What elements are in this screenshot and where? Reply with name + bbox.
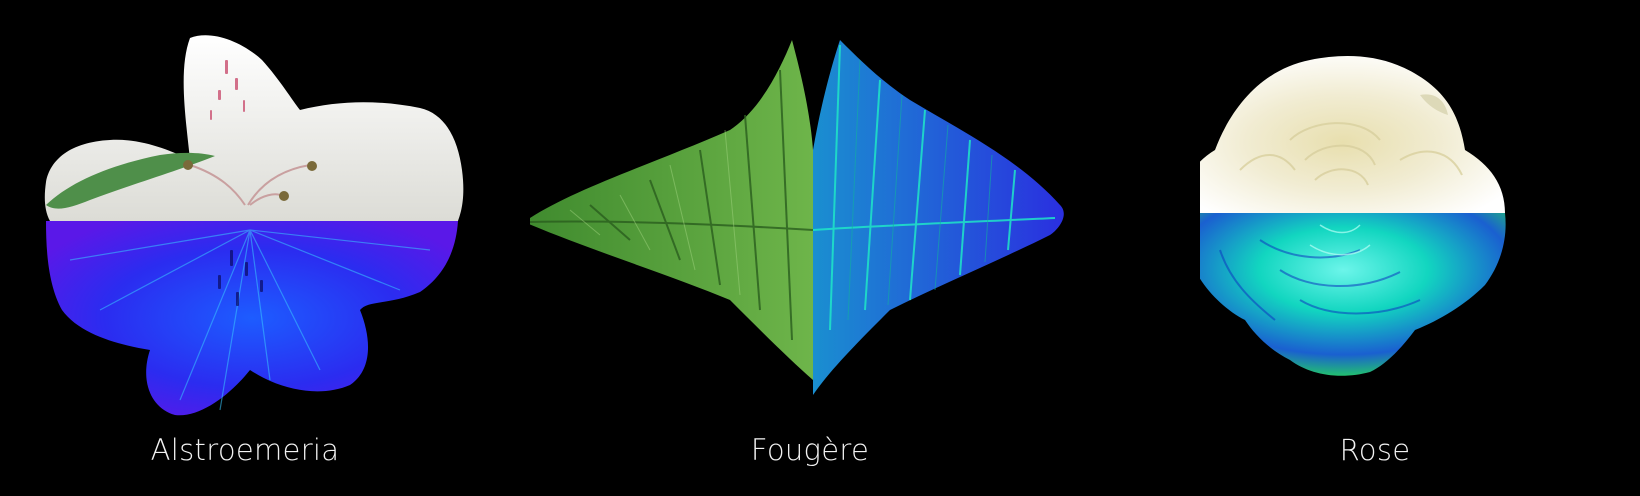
specimen-label: Rose: [1339, 433, 1411, 467]
alstroemeria-photo: [44, 35, 464, 416]
specimen-label: Fougère: [750, 433, 870, 467]
rose-visible-light-half: [1200, 56, 1505, 213]
fougere-photo: [530, 40, 1064, 395]
specimen-label: Alstroemeria: [150, 433, 340, 467]
alstroemeria-visible-light-half: [44, 35, 464, 221]
specimen-alstroemeria: Alstroemeria: [0, 0, 500, 496]
specimen-rose: Rose: [1200, 0, 1640, 496]
rose-uv-half: [1200, 213, 1506, 376]
rose-photo: [1200, 56, 1506, 376]
specimen-fougere: Fougère: [530, 0, 1090, 496]
alstroemeria-uv-half: [46, 221, 458, 416]
fougere-visible-light-half: [530, 40, 813, 380]
fougere-uv-half: [813, 40, 1064, 395]
